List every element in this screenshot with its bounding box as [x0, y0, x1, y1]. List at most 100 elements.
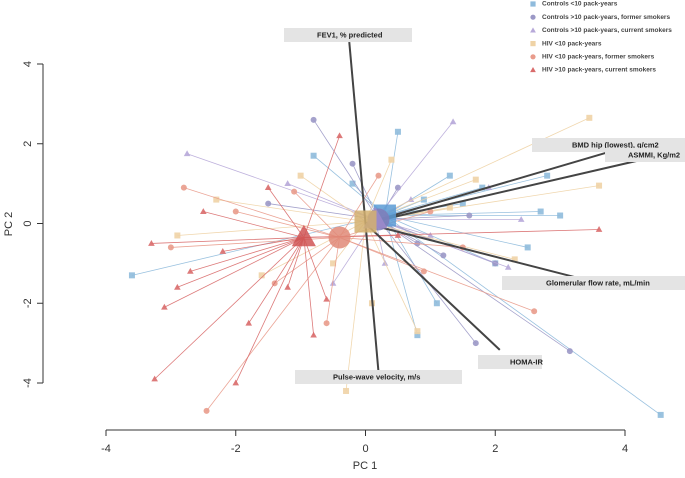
data-point — [297, 172, 304, 179]
y-axis-label: PC 2 — [3, 212, 15, 236]
data-point — [537, 208, 544, 215]
spoke — [177, 237, 305, 288]
loading-label: FEV1, % predicted — [317, 30, 383, 39]
data-point — [187, 267, 194, 274]
group-centroid — [291, 224, 316, 247]
data-point — [343, 387, 350, 394]
spoke — [222, 237, 304, 252]
data-point — [466, 212, 473, 219]
loading-label: Glomerular flow rate, mL/min — [546, 278, 650, 287]
spoke — [313, 119, 379, 220]
loading-arrow — [364, 223, 380, 372]
spoke — [183, 187, 340, 238]
spoke — [345, 221, 366, 392]
loading-arrow — [365, 222, 600, 285]
spoke — [151, 237, 304, 244]
data-point — [446, 204, 453, 211]
data-point — [566, 348, 573, 355]
legend-label: Controls >10 pack-years, former smokers — [542, 14, 670, 21]
data-point — [264, 184, 272, 191]
legend-marker — [530, 54, 536, 60]
spoke — [326, 237, 340, 324]
spoke — [154, 237, 305, 380]
data-point — [161, 303, 168, 310]
data-point — [586, 114, 593, 121]
data-point — [394, 184, 401, 191]
x-tick-label: 2 — [492, 443, 498, 455]
data-point — [203, 407, 210, 414]
data-point — [232, 208, 239, 215]
spoke — [303, 135, 340, 238]
data-point — [504, 263, 512, 270]
data-point — [213, 196, 220, 203]
data-point — [394, 128, 401, 135]
data-point — [375, 172, 382, 179]
data-point — [349, 160, 356, 167]
data-point — [151, 375, 158, 382]
data-point — [330, 260, 337, 267]
data-point — [200, 208, 207, 214]
spoke — [216, 199, 366, 222]
data-point — [472, 176, 479, 183]
data-point — [517, 216, 525, 222]
data-point — [219, 247, 227, 254]
data-point — [596, 182, 603, 189]
data-point — [388, 156, 395, 163]
spoke — [303, 237, 327, 300]
data-point — [167, 244, 174, 251]
data-point — [323, 295, 330, 302]
loading-arrow — [365, 149, 684, 225]
data-point — [472, 340, 479, 347]
spoke — [235, 237, 305, 384]
data-point — [427, 208, 434, 215]
legend-marker — [530, 27, 536, 33]
group-centroid — [354, 210, 377, 233]
legend-label: HIV <10 pack-years, former smokers — [542, 54, 655, 61]
data-point — [524, 244, 531, 251]
x-tick-label: -2 — [231, 443, 241, 455]
loading-label-box — [502, 276, 685, 290]
loading-label-box — [478, 355, 542, 369]
data-point — [284, 283, 291, 290]
group-centroid — [328, 226, 351, 249]
data-point — [414, 328, 421, 335]
loading-label-box — [284, 28, 412, 42]
spoke — [190, 237, 304, 272]
data-point — [433, 300, 440, 307]
spoke — [313, 155, 386, 216]
data-point — [657, 411, 664, 418]
spoke — [186, 153, 376, 220]
spoke — [339, 175, 379, 238]
loading-arrow — [348, 41, 367, 224]
data-point — [310, 331, 317, 338]
data-point — [407, 196, 415, 202]
data-point — [310, 152, 317, 159]
data-point — [245, 319, 253, 326]
spoke — [384, 187, 483, 216]
spoke — [303, 237, 314, 336]
x-axis-label: PC 1 — [353, 460, 377, 472]
spoke — [384, 131, 399, 216]
legend-label: HIV >10 pack-years, current smokers — [542, 67, 656, 74]
loading-arrow — [365, 143, 634, 225]
data-point — [446, 172, 453, 179]
data-point — [128, 272, 135, 279]
data-point — [265, 200, 272, 207]
data-point — [440, 252, 447, 259]
data-point — [323, 320, 330, 327]
data-point — [284, 180, 291, 187]
data-point — [180, 184, 187, 191]
data-point — [183, 150, 191, 157]
legend-marker — [530, 41, 536, 47]
legend-marker — [530, 14, 536, 20]
data-point — [479, 184, 486, 191]
data-point — [427, 232, 434, 238]
data-point — [310, 116, 317, 123]
spoke — [248, 237, 305, 324]
y-tick-label: 4 — [22, 61, 34, 67]
spoke — [378, 219, 571, 352]
x-tick-label: -4 — [101, 443, 111, 455]
legend-marker — [530, 1, 536, 7]
spoke — [365, 221, 515, 260]
